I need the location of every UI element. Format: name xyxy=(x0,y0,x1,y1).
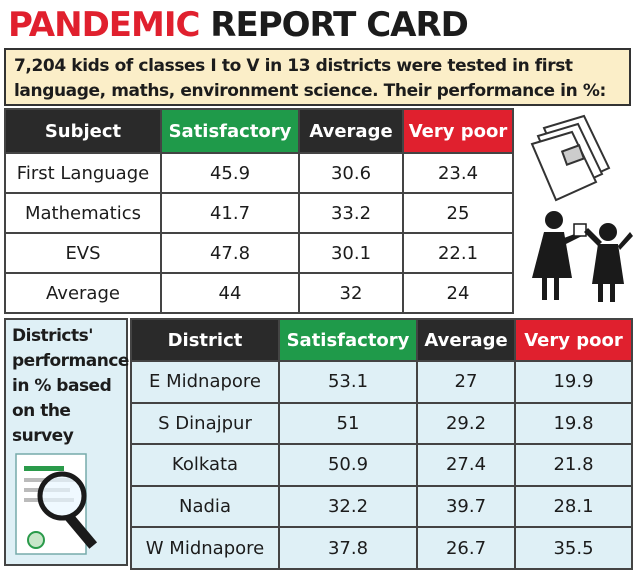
cell-district: Kolkata xyxy=(130,443,280,487)
table-row: S Dinajpur 51 29.2 19.8 xyxy=(130,401,633,446)
table-row: First Language 45.9 30.6 23.4 xyxy=(4,152,514,194)
cell-average: 30.1 xyxy=(298,232,404,274)
header-satisfactory: Satisfactory xyxy=(278,318,418,362)
cell-very-poor: 21.8 xyxy=(514,443,633,487)
district-table-header: District Satisfactory Average Very poor xyxy=(130,318,633,362)
newspaper-icon xyxy=(530,114,611,202)
cell-average: 32 xyxy=(298,272,404,314)
table-row: Nadia 32.2 39.7 28.1 xyxy=(130,484,633,529)
cell-very-poor: 22.1 xyxy=(402,232,514,274)
cell-very-poor: 25 xyxy=(402,192,514,234)
cell-satisfactory: 45.9 xyxy=(160,152,300,194)
cell-satisfactory: 51 xyxy=(278,401,418,446)
table-row: Average 44 32 24 xyxy=(4,272,514,314)
header-subject: Subject xyxy=(4,108,162,154)
cell-satisfactory: 44 xyxy=(160,272,300,314)
cell-satisfactory: 37.8 xyxy=(278,526,418,570)
cell-very-poor: 19.8 xyxy=(514,401,633,446)
cell-satisfactory: 47.8 xyxy=(160,232,300,274)
cell-very-poor: 24 xyxy=(402,272,514,314)
table-row: EVS 47.8 30.1 22.1 xyxy=(4,232,514,274)
header-very-poor: Very poor xyxy=(402,108,514,154)
cell-average: 29.2 xyxy=(416,401,516,446)
cell-district: Nadia xyxy=(130,484,280,529)
cell-district: E Midnapore xyxy=(130,360,280,404)
cell-satisfactory: 50.9 xyxy=(278,443,418,487)
cell-satisfactory: 53.1 xyxy=(278,360,418,404)
subject-table: Subject Satisfactory Average Very poor F… xyxy=(4,108,514,314)
header-average: Average xyxy=(298,108,404,154)
cell-district: S Dinajpur xyxy=(130,401,280,446)
district-side-panel: Districts' performance in % based on the… xyxy=(4,318,129,566)
header-very-poor: Very poor xyxy=(514,318,633,362)
table-row: Mathematics 41.7 33.2 25 xyxy=(4,192,514,234)
subject-table-header: Subject Satisfactory Average Very poor xyxy=(4,108,514,154)
check-icon xyxy=(27,531,45,549)
cell-average: 39.7 xyxy=(416,484,516,529)
cell-average: 26.7 xyxy=(416,526,516,570)
magnifier-icon xyxy=(37,471,87,521)
cell-average: 27.4 xyxy=(416,443,516,487)
header-district: District xyxy=(130,318,280,362)
cell-average: 27 xyxy=(416,360,516,404)
cell-very-poor: 19.9 xyxy=(514,360,633,404)
cell-subject: EVS xyxy=(4,232,162,274)
magnifier-illustration xyxy=(15,453,98,555)
table-row: E Midnapore 53.1 27 19.9 xyxy=(130,360,633,404)
children-icon xyxy=(532,211,633,302)
cell-average: 30.6 xyxy=(298,152,404,194)
district-table: District Satisfactory Average Very poor … xyxy=(130,318,633,570)
cell-district: W Midnapore xyxy=(130,526,280,570)
cell-satisfactory: 41.7 xyxy=(160,192,300,234)
cell-subject: Mathematics xyxy=(4,192,162,234)
side-label: Districts' performance in % based on the… xyxy=(12,326,129,446)
title-part1: PANDEMIC xyxy=(8,5,200,45)
cell-very-poor: 28.1 xyxy=(514,484,633,529)
cell-subject: Average xyxy=(4,272,162,314)
cell-very-poor: 23.4 xyxy=(402,152,514,194)
table-row: W Midnapore 37.8 26.7 35.5 xyxy=(130,526,633,570)
cell-subject: First Language xyxy=(4,152,162,194)
header-satisfactory: Satisfactory xyxy=(160,108,300,154)
table-row: Kolkata 50.9 27.4 21.8 xyxy=(130,443,633,487)
cell-satisfactory: 32.2 xyxy=(278,484,418,529)
title-part2: REPORT CARD xyxy=(210,5,469,45)
page-title: PANDEMIC REPORT CARD xyxy=(8,4,469,46)
header-average: Average xyxy=(416,318,516,362)
cell-average: 33.2 xyxy=(298,192,404,234)
students-illustration xyxy=(530,114,633,302)
cell-very-poor: 35.5 xyxy=(514,526,633,570)
intro-box: 7,204 kids of classes I to V in 13 distr… xyxy=(4,48,631,106)
